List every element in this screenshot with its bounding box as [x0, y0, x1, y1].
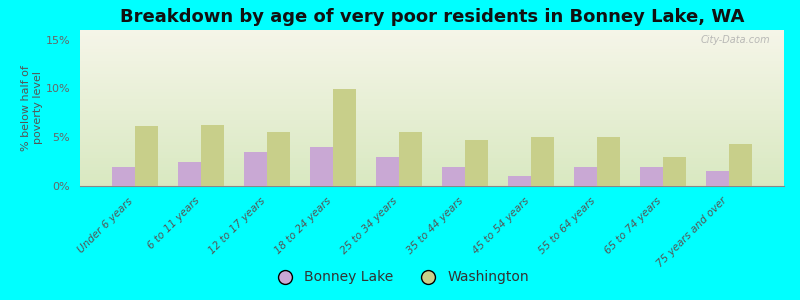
Bar — [80, 170, 784, 173]
Bar — [80, 64, 784, 68]
Bar — [178, 162, 201, 186]
Bar — [80, 43, 784, 46]
Bar — [80, 49, 784, 52]
Bar — [267, 132, 290, 186]
Bar — [80, 133, 784, 136]
Y-axis label: % below half of
poverty level: % below half of poverty level — [22, 65, 43, 151]
Bar — [80, 52, 784, 55]
Bar — [80, 30, 784, 33]
Bar — [112, 167, 135, 186]
Title: Breakdown by age of very poor residents in Bonney Lake, WA: Breakdown by age of very poor residents … — [120, 8, 744, 26]
Bar — [80, 89, 784, 92]
Bar — [508, 176, 531, 186]
Bar — [80, 121, 784, 124]
Bar — [80, 61, 784, 64]
Legend: Bonney Lake, Washington: Bonney Lake, Washington — [266, 265, 534, 290]
Bar — [80, 58, 784, 61]
Bar — [729, 144, 752, 186]
Bar — [574, 167, 597, 186]
Bar — [310, 147, 333, 186]
Bar — [80, 114, 784, 117]
Bar — [80, 142, 784, 146]
Bar — [80, 180, 784, 183]
Bar — [597, 137, 620, 186]
Bar — [80, 68, 784, 70]
Bar — [706, 171, 729, 186]
Bar — [80, 136, 784, 139]
Bar — [465, 140, 488, 186]
Bar — [80, 80, 784, 83]
Bar — [80, 152, 784, 155]
Text: City-Data.com: City-Data.com — [700, 35, 770, 45]
Bar — [442, 167, 465, 186]
Bar — [80, 95, 784, 99]
Bar — [80, 33, 784, 36]
Bar — [80, 105, 784, 108]
Bar — [80, 39, 784, 43]
Bar — [80, 183, 784, 186]
Bar — [80, 155, 784, 158]
Bar — [80, 173, 784, 177]
Bar — [80, 158, 784, 161]
Bar — [663, 157, 686, 186]
Bar — [80, 130, 784, 133]
Bar — [80, 77, 784, 80]
Bar — [80, 127, 784, 130]
Bar — [80, 70, 784, 74]
Bar — [135, 125, 158, 186]
Bar — [80, 74, 784, 77]
Bar — [80, 83, 784, 86]
Bar — [244, 152, 267, 186]
Bar — [531, 137, 554, 186]
Bar — [80, 46, 784, 49]
Bar — [80, 161, 784, 164]
Bar — [80, 55, 784, 58]
Bar — [640, 167, 663, 186]
Bar — [80, 108, 784, 111]
Bar — [80, 92, 784, 95]
Bar — [80, 139, 784, 142]
Bar — [376, 157, 399, 186]
Bar — [80, 102, 784, 105]
Bar — [80, 111, 784, 114]
Bar — [399, 132, 422, 186]
Bar — [80, 177, 784, 180]
Bar — [80, 167, 784, 170]
Bar — [80, 148, 784, 152]
Bar — [80, 86, 784, 89]
Bar — [333, 88, 356, 186]
Bar — [201, 124, 224, 186]
Bar — [80, 124, 784, 127]
Bar — [80, 99, 784, 102]
Bar — [80, 146, 784, 148]
Bar — [80, 36, 784, 39]
Bar — [80, 117, 784, 121]
Bar — [80, 164, 784, 167]
